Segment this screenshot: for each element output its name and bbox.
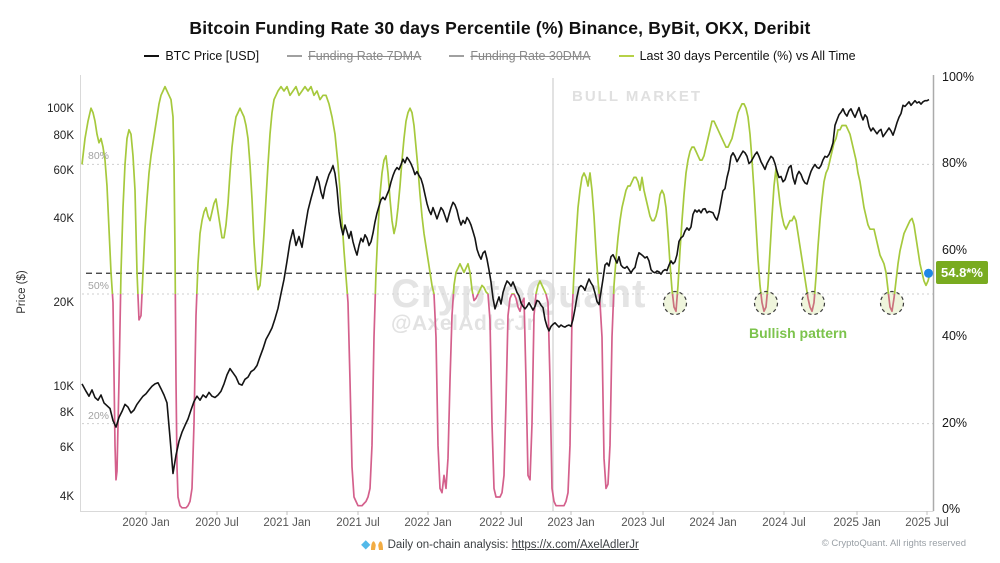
legend-item-label: Funding Rate 30DMA <box>470 49 591 63</box>
bull-market-label: BULL MARKET <box>572 88 703 105</box>
threshold-value-badge: 54.8*% <box>936 261 988 284</box>
legend-item-label: BTC Price [USD] <box>165 49 260 63</box>
legend-marker-icon <box>287 55 303 57</box>
legend-item-2[interactable]: Funding Rate 30DMA <box>449 49 591 63</box>
watermark-handle: @AxelAdlerJr <box>391 312 536 335</box>
legend-item-label: Funding Rate 7DMA <box>308 49 422 63</box>
diamond-icon: ◆ <box>361 537 371 551</box>
y-axis-title: Price ($) <box>16 270 28 314</box>
footer-link[interactable]: https://x.com/AxelAdlerJr <box>511 539 639 551</box>
legend-item-label: Last 30 days Percentile (%) vs All Time <box>639 49 856 63</box>
legend-marker-icon <box>449 55 465 57</box>
legend-item-0[interactable]: BTC Price [USD] <box>144 49 259 63</box>
raised-hands-icon <box>370 538 384 553</box>
legend-marker-icon <box>618 55 634 57</box>
footer-analysis: ◆ Daily on-chain analysis: https://x.com… <box>0 537 1000 553</box>
page-title: Bitcoin Funding Rate 30 days Percentile … <box>189 18 811 38</box>
legend-item-3[interactable]: Last 30 days Percentile (%) vs All Time <box>618 49 856 63</box>
bullish-pattern-label: Bullish pattern <box>749 325 848 341</box>
chart-legend: BTC Price [USD] Funding Rate 7DMA Funding … <box>0 49 1000 63</box>
footer-text: Daily on-chain analysis: <box>387 539 512 551</box>
copyright-label: © CryptoQuant. All rights reserved <box>821 538 966 549</box>
legend-item-1[interactable]: Funding Rate 7DMA <box>287 49 421 63</box>
legend-marker-icon <box>144 55 160 57</box>
